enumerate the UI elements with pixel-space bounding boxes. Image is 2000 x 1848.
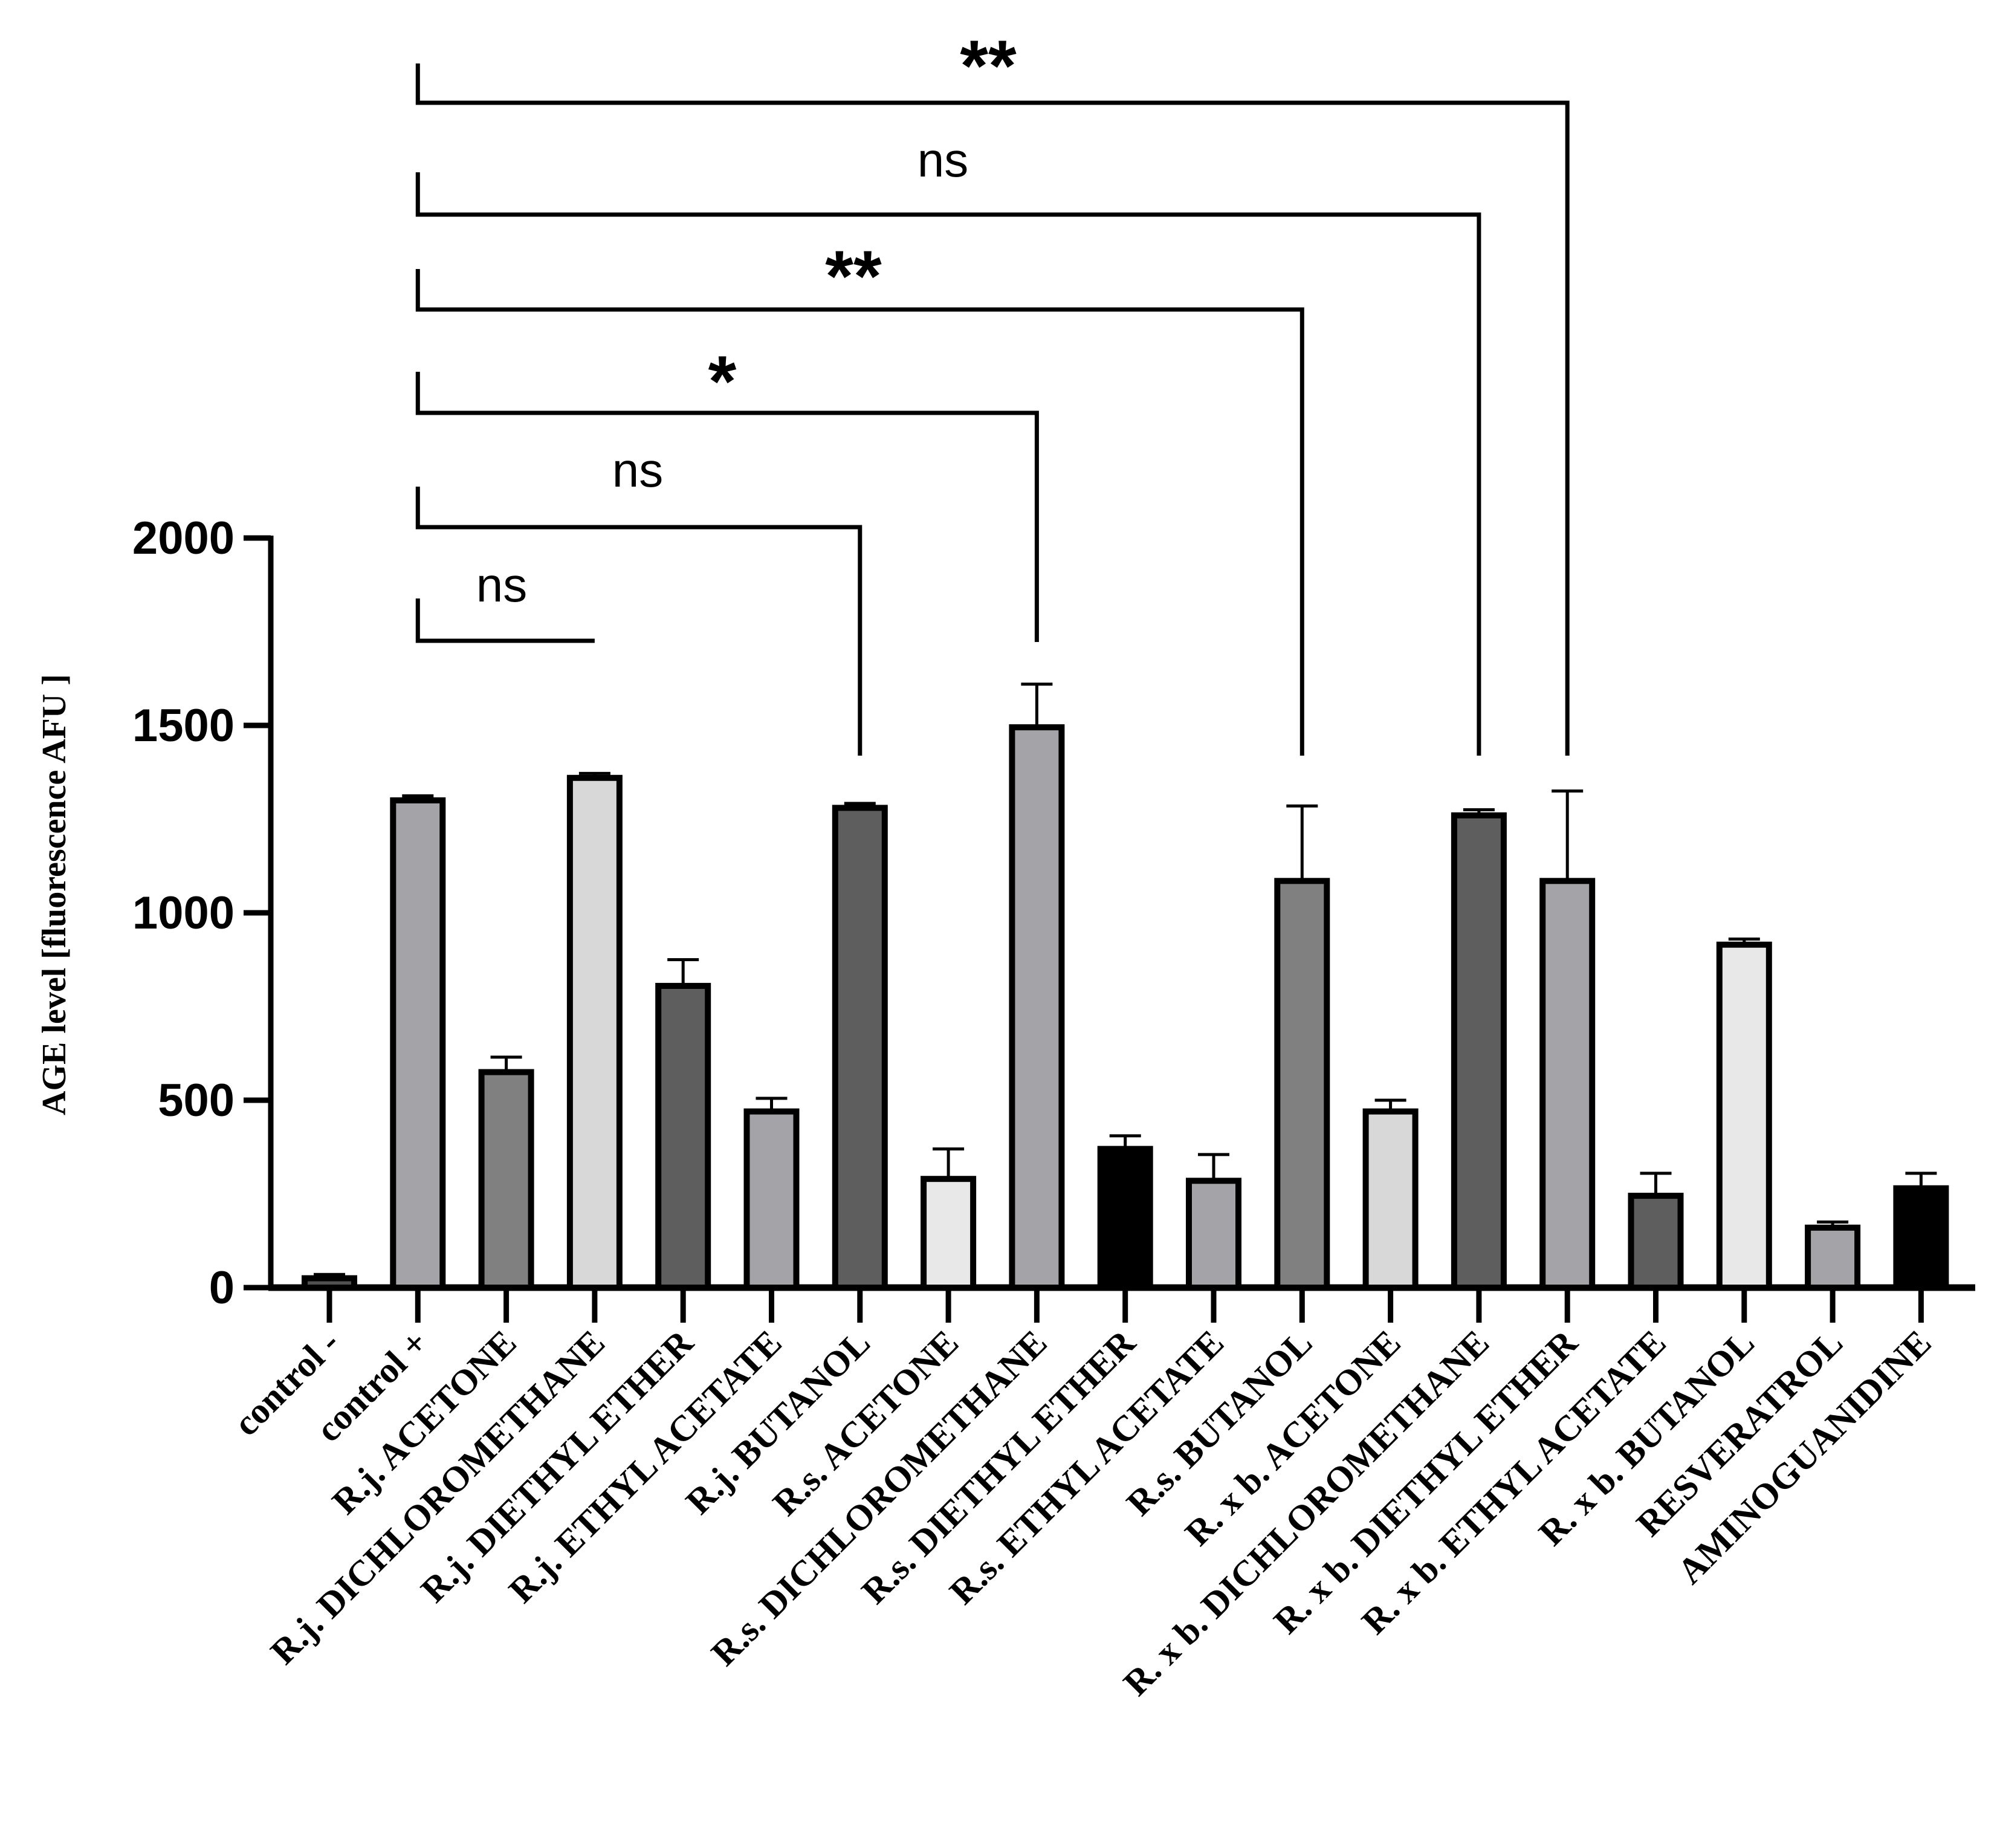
significance-label: * bbox=[708, 341, 737, 422]
bar bbox=[302, 1275, 357, 1291]
bar bbox=[1362, 1108, 1419, 1291]
bar bbox=[478, 1069, 534, 1291]
bar bbox=[566, 774, 623, 1291]
bar bbox=[390, 797, 446, 1291]
significance-label: ns bbox=[917, 133, 969, 187]
bars bbox=[302, 724, 1949, 1291]
significance-label: ns bbox=[612, 443, 664, 497]
bar bbox=[1097, 1146, 1153, 1291]
y-ticks: 0 500 1000 1500 2000 bbox=[132, 513, 271, 1314]
bar bbox=[1009, 724, 1065, 1291]
bar bbox=[1186, 1178, 1241, 1291]
significance-bracket bbox=[415, 487, 862, 756]
bar bbox=[1805, 1224, 1861, 1291]
significance-bracket bbox=[415, 172, 1481, 756]
bar bbox=[1539, 878, 1596, 1291]
y-tick-label: 0 bbox=[209, 1262, 235, 1314]
bar bbox=[655, 982, 711, 1291]
significance-label: ns bbox=[476, 558, 528, 612]
x-ticks bbox=[326, 1288, 1924, 1323]
significance-bracket bbox=[415, 63, 1570, 756]
error-bars bbox=[314, 682, 1937, 1279]
bar bbox=[1274, 878, 1330, 1291]
bar bbox=[1628, 1193, 1684, 1291]
significance-label: ** bbox=[960, 25, 1017, 106]
bar bbox=[1893, 1185, 1949, 1291]
bar bbox=[921, 1176, 977, 1291]
significance-label: ** bbox=[825, 236, 882, 317]
significance-bracket bbox=[415, 372, 1039, 642]
y-tick-label: 1000 bbox=[132, 887, 235, 939]
bar bbox=[1451, 812, 1507, 1291]
significance-bracket bbox=[415, 269, 1304, 756]
bar bbox=[832, 805, 888, 1291]
bar bbox=[743, 1108, 800, 1291]
y-tick-label: 1500 bbox=[132, 700, 235, 751]
y-tick-label: 500 bbox=[158, 1075, 235, 1126]
y-axis-title: AGE level [fluorescence AFU ] bbox=[36, 674, 73, 1115]
bar bbox=[1716, 941, 1772, 1291]
significance-bracket bbox=[415, 598, 595, 643]
y-tick-label: 2000 bbox=[132, 513, 235, 564]
